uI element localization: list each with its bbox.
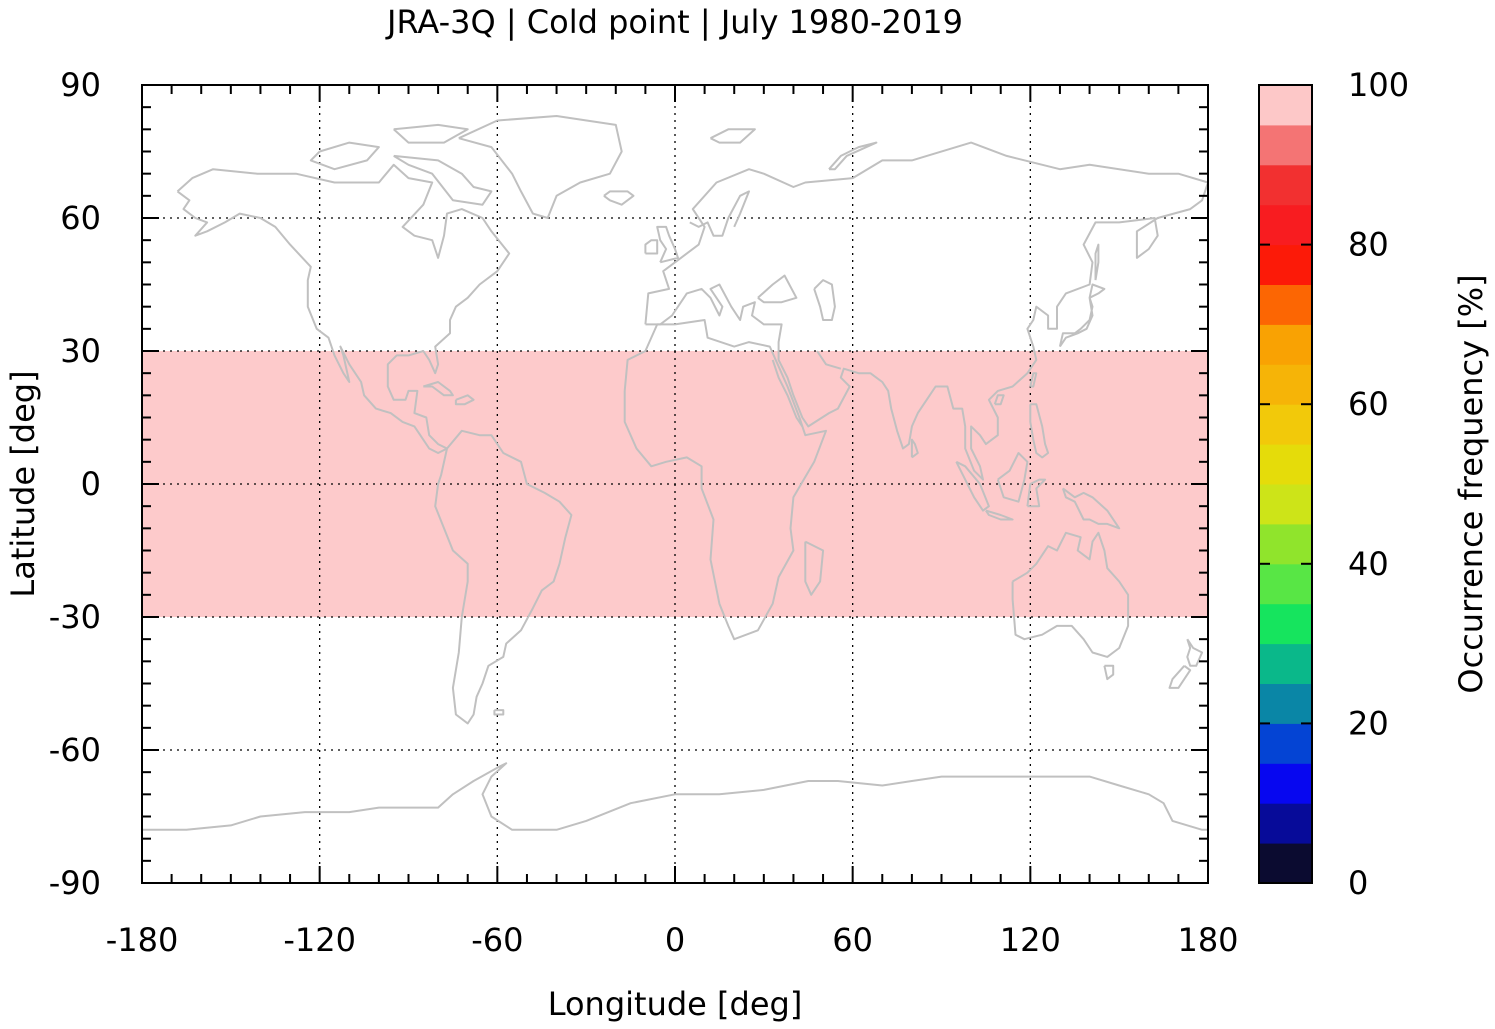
colorbar-segment xyxy=(1259,204,1312,246)
coastline xyxy=(1011,531,1130,658)
coastline xyxy=(423,381,454,397)
coastline xyxy=(1094,243,1100,281)
coastline xyxy=(757,274,798,304)
x-tick-labels: -180 -120 -60 0 60 120 180 xyxy=(106,921,1239,959)
coastline xyxy=(142,762,1208,831)
coastline xyxy=(1186,638,1204,667)
coastline xyxy=(710,128,756,144)
coastline xyxy=(644,239,659,255)
coastline xyxy=(993,394,1005,406)
coastline xyxy=(828,141,878,171)
y-tick-label: 90 xyxy=(60,66,101,104)
x-tick-label: -120 xyxy=(283,921,356,959)
x-tick-label: -60 xyxy=(471,921,523,959)
coastline xyxy=(176,163,511,454)
colorbar-tick-label: 0 xyxy=(1348,864,1368,902)
coastline xyxy=(393,123,469,144)
y-tick-label: 60 xyxy=(60,199,101,237)
colorbar-label: Occurrence frequency [%] xyxy=(1452,274,1490,693)
colorbar-tick-label: 40 xyxy=(1348,545,1389,583)
coastline xyxy=(1026,478,1047,508)
colorbar-segment xyxy=(1259,523,1312,565)
coastline xyxy=(816,350,842,370)
colorbar-tick-label: 100 xyxy=(1348,66,1409,104)
coastline xyxy=(623,319,827,641)
y-tick-label: -30 xyxy=(49,598,101,636)
coastline xyxy=(996,452,1029,503)
colorbar-border xyxy=(1258,84,1313,884)
colorbar-tick-labels: 0 20 40 60 80 100 xyxy=(1348,66,1409,902)
colorbar-segment xyxy=(1259,324,1312,365)
x-tick-label: 120 xyxy=(1000,921,1061,959)
x-tick-label: 60 xyxy=(832,921,873,959)
y-tick-label: -90 xyxy=(49,864,101,902)
y-axis-label: Latitude [deg] xyxy=(4,370,42,597)
plot-area xyxy=(142,85,1209,883)
coastline xyxy=(813,279,836,321)
coastline xyxy=(493,709,505,716)
colorbar-segment xyxy=(1259,563,1312,605)
coastlines xyxy=(142,115,1209,831)
plot-frame xyxy=(141,84,1209,884)
coastline xyxy=(910,438,919,459)
colorbar-segment xyxy=(1259,404,1312,445)
colorbar-tick-label: 20 xyxy=(1348,704,1389,742)
coastline xyxy=(309,141,380,171)
colorbar-segment xyxy=(1259,484,1312,525)
chart-title: JRA-3Q | Cold point | July 1980-2019 xyxy=(385,3,963,41)
coastline xyxy=(454,394,475,406)
coastline xyxy=(1029,403,1050,459)
coastline xyxy=(1103,664,1115,681)
colorbar-segment xyxy=(1259,244,1312,285)
coastline xyxy=(1058,283,1106,348)
colorbar-segment xyxy=(1259,603,1312,645)
colorbar-segment xyxy=(1259,763,1312,804)
coastline xyxy=(1061,487,1121,530)
coastline xyxy=(603,190,635,206)
x-tick-label: 0 xyxy=(665,921,685,959)
coastline xyxy=(458,115,623,219)
coastline xyxy=(434,429,573,725)
colorbar-segment xyxy=(1259,444,1312,485)
coastline xyxy=(955,460,990,512)
coastline xyxy=(985,509,1014,521)
colorbar-segment xyxy=(1259,124,1312,166)
colorbar-segment xyxy=(1259,723,1312,764)
colorbar-segment xyxy=(1259,843,1312,884)
coastline xyxy=(1029,372,1038,388)
colorbar-tick-label: 60 xyxy=(1348,385,1389,423)
y-tick-label: 0 xyxy=(81,465,101,503)
colorbar-segment xyxy=(1259,164,1312,206)
coastline xyxy=(1168,664,1192,689)
coastline xyxy=(656,225,679,264)
coastline xyxy=(804,540,825,596)
colorbar-tick-label: 80 xyxy=(1348,226,1389,264)
grid xyxy=(142,85,1208,883)
colorbar-segment xyxy=(1259,85,1312,126)
colorbar-segment xyxy=(1259,643,1312,684)
coastline xyxy=(771,359,804,427)
x-tick-label: -180 xyxy=(106,921,179,959)
colorbar-segment xyxy=(1259,284,1312,325)
y-tick-labels: 90 60 30 0 -30 -60 -90 xyxy=(49,66,101,902)
colorbar-segment xyxy=(1259,364,1312,405)
colorbar xyxy=(1258,84,1313,884)
colorbar-segment xyxy=(1259,683,1312,724)
coastline xyxy=(689,190,750,237)
coastline xyxy=(393,154,493,206)
y-tick-label: -60 xyxy=(49,731,101,769)
x-axis-label: Longitude [deg] xyxy=(548,985,803,1023)
coastline xyxy=(644,141,1209,481)
x-tick-label: 180 xyxy=(1177,921,1238,959)
y-tick-label: 30 xyxy=(60,332,101,370)
colorbar-segment xyxy=(1259,803,1312,844)
